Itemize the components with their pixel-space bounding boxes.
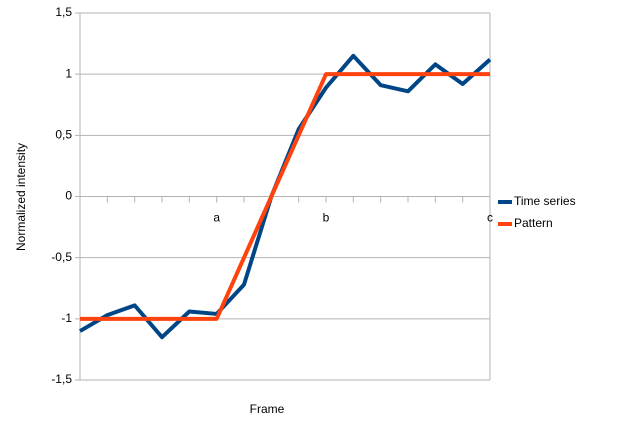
y-tick-label: -0,5 <box>51 250 72 264</box>
legend-label: Time series <box>514 194 576 208</box>
y-tick-label: -1 <box>61 311 72 325</box>
y-tick-label: 1 <box>65 66 72 80</box>
x-tick-label: c <box>487 211 493 225</box>
x-tick-label: b <box>323 211 330 225</box>
y-tick-label: 0,5 <box>55 128 72 142</box>
legend-label: Pattern <box>514 216 553 230</box>
series-line <box>80 72 490 321</box>
y-axis-label: Normalized intensity <box>14 143 28 251</box>
y-tick-label: 1,5 <box>55 5 72 19</box>
x-tick-label: a <box>213 211 220 225</box>
x-axis-label: Frame <box>250 402 285 416</box>
y-tick-label: -1,5 <box>51 372 72 386</box>
y-tick-label: 0 <box>65 189 72 203</box>
